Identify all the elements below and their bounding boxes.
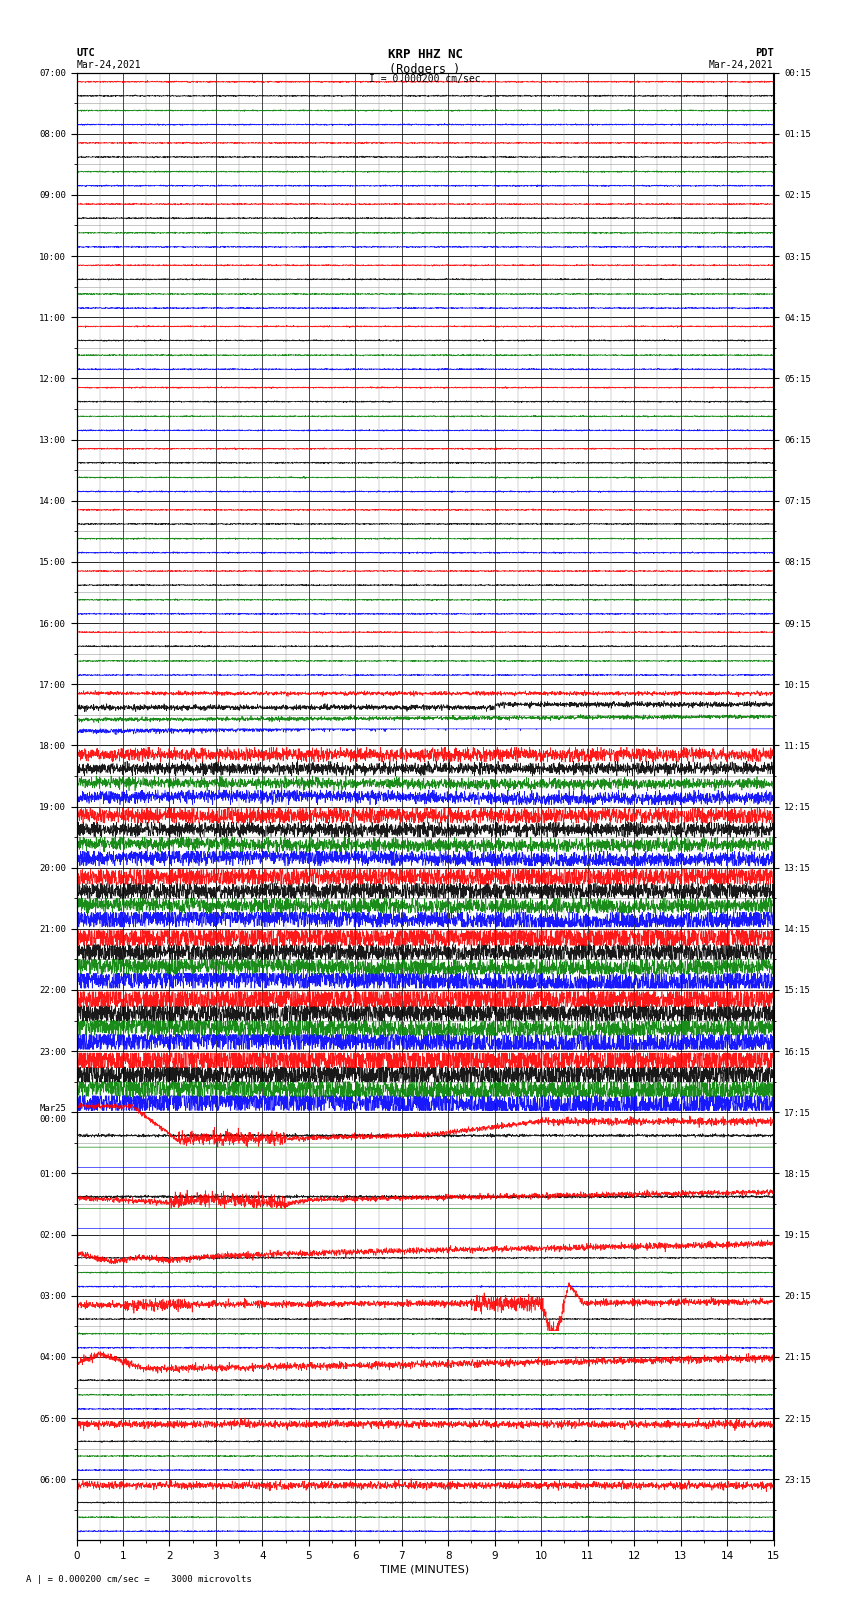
X-axis label: TIME (MINUTES): TIME (MINUTES) [381, 1565, 469, 1574]
Text: I = 0.000200 cm/sec: I = 0.000200 cm/sec [369, 74, 481, 84]
Text: UTC: UTC [76, 48, 95, 58]
Text: Mar-24,2021: Mar-24,2021 [76, 60, 141, 69]
Text: (Rodgers ): (Rodgers ) [389, 63, 461, 76]
Text: KRP HHZ NC: KRP HHZ NC [388, 48, 462, 61]
Text: PDT: PDT [755, 48, 774, 58]
Text: A | = 0.000200 cm/sec =    3000 microvolts: A | = 0.000200 cm/sec = 3000 microvolts [26, 1574, 252, 1584]
Text: Mar-24,2021: Mar-24,2021 [709, 60, 774, 69]
